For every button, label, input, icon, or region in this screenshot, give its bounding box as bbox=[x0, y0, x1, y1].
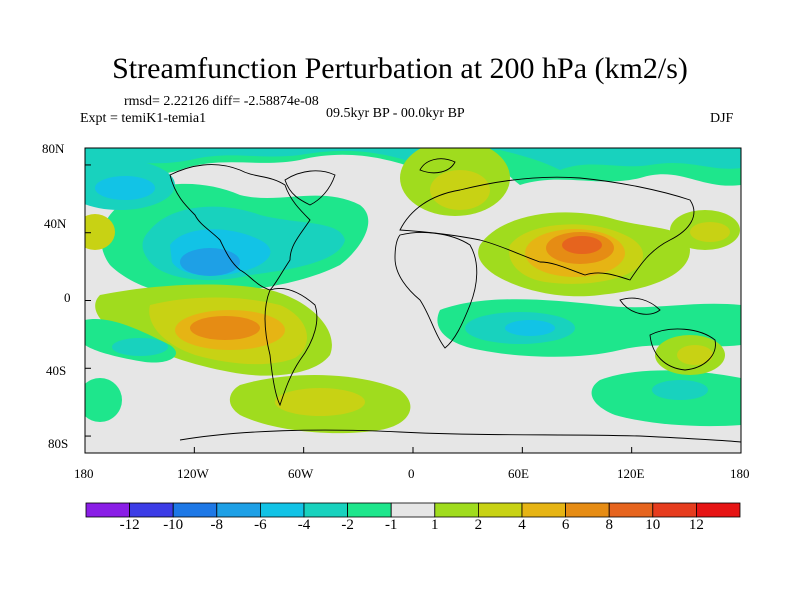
colorbar-swatch bbox=[608, 502, 654, 518]
colorbar-swatch bbox=[172, 502, 218, 518]
period-label: 09.5kyr BP - 00.0kyr BP bbox=[326, 106, 465, 121]
contour-asia-pos-core bbox=[562, 236, 602, 254]
lat-tick-label: 40S bbox=[46, 363, 67, 378]
eurasia-coast bbox=[399, 176, 695, 281]
colorbar-swatch bbox=[347, 502, 392, 518]
colorbar-swatch bbox=[434, 502, 479, 518]
north-america-coast bbox=[169, 164, 311, 291]
contour-aus-pos-inner bbox=[677, 345, 713, 365]
lat-tick-label: 80S bbox=[48, 436, 69, 451]
contour-nw-neg-inner bbox=[95, 176, 155, 200]
lat-tick-label: 80N bbox=[42, 141, 65, 156]
lon-tick-label: 180 bbox=[74, 466, 94, 481]
stats-text: rmsd= 2.22126 diff= -2.58874e-08 bbox=[124, 94, 319, 109]
lon-tick-label: 120W bbox=[177, 466, 209, 481]
colorbar bbox=[85, 502, 741, 518]
colorbar-swatch bbox=[129, 502, 174, 518]
australia-coast bbox=[649, 328, 716, 371]
colorbar-swatch bbox=[477, 502, 523, 518]
colorbar-swatch bbox=[565, 502, 610, 518]
colorbar-label: -6 bbox=[254, 517, 267, 533]
colorbar-label: -12 bbox=[119, 517, 140, 533]
lon-tick-label: 60E bbox=[508, 466, 529, 481]
colorbar-label: -4 bbox=[297, 517, 311, 533]
colorbar-swatch bbox=[259, 502, 305, 518]
greenland-coast bbox=[284, 170, 336, 206]
colorbar-label: 6 bbox=[561, 517, 570, 533]
colorbar-label: 10 bbox=[645, 517, 661, 533]
colorbar-swatch bbox=[85, 502, 130, 518]
antarctica-coast bbox=[179, 429, 741, 443]
contour-pacific-neg-core bbox=[180, 248, 240, 276]
colorbar-label: 1 bbox=[431, 517, 439, 533]
contour-field bbox=[85, 148, 741, 453]
lon-tick-label: 120E bbox=[617, 466, 645, 481]
colorbar-label: 4 bbox=[518, 517, 526, 533]
indonesia-coast bbox=[619, 297, 661, 315]
contour-se-neg-inner bbox=[652, 380, 708, 400]
colorbar-swatch bbox=[652, 502, 697, 518]
coastlines bbox=[169, 158, 741, 443]
africa-coast bbox=[394, 232, 478, 349]
contour-indian-neg-core bbox=[505, 320, 555, 336]
contour-so-pos-2 bbox=[275, 388, 365, 416]
colorbar-swatch bbox=[696, 502, 741, 518]
lon-tick-label: 60W bbox=[288, 466, 314, 481]
colorbar-label: -10 bbox=[163, 517, 184, 533]
south-america-coast bbox=[264, 287, 318, 407]
colorbar-label: 12 bbox=[688, 517, 704, 533]
colorbar-swatch bbox=[216, 502, 261, 518]
colorbar-label: 8 bbox=[605, 517, 613, 533]
experiment-label: Expt = temiK1-temia1 bbox=[80, 111, 207, 126]
contour-sw2-neg bbox=[85, 378, 122, 422]
contour-spac-pos-core bbox=[190, 316, 260, 340]
lat-tick-label: 0 bbox=[64, 290, 71, 305]
colorbar-label: 2 bbox=[474, 517, 483, 533]
axis-ticks bbox=[84, 164, 742, 453]
colorbar-swatch bbox=[390, 502, 436, 518]
colorbar-label: -1 bbox=[384, 517, 398, 533]
colorbar-label: -8 bbox=[210, 517, 224, 533]
contour-wpac-pos-inner bbox=[690, 222, 730, 242]
lat-tick-label: 40N bbox=[44, 216, 67, 231]
plot-title: Streamfunction Perturbation at 200 hPa (… bbox=[112, 52, 688, 85]
scandinavia-coast bbox=[419, 158, 456, 174]
colorbar-label: -2 bbox=[341, 517, 354, 533]
lon-tick-label: 0 bbox=[408, 466, 415, 481]
contour-dateline-pos bbox=[85, 214, 115, 250]
season-label: DJF bbox=[710, 111, 734, 126]
colorbar-swatch bbox=[521, 502, 566, 518]
lon-tick-label: 180 bbox=[730, 466, 750, 481]
contour-sw-neg-inner bbox=[112, 338, 168, 356]
colorbar-swatch bbox=[303, 502, 348, 518]
